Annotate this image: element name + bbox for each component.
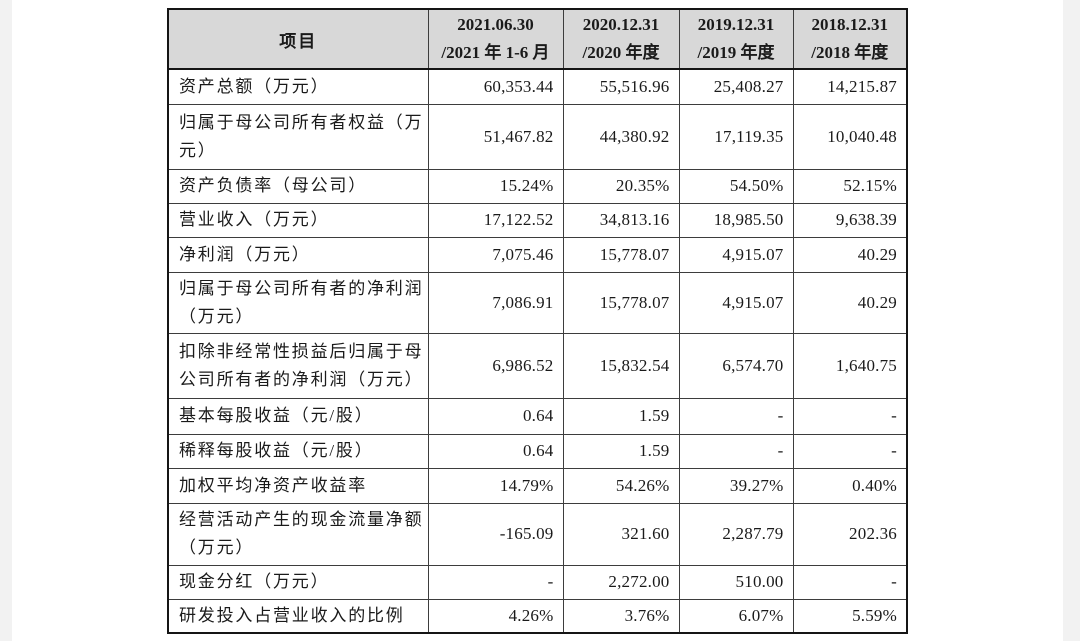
value-cell: 15,778.07 (562, 271, 680, 334)
period-date: 2018.12.31 (811, 15, 889, 34)
row-label-cell: 加权平均净资产收益率 (167, 467, 429, 504)
value-cell: 4,915.07 (678, 271, 794, 334)
row-label-cell: 研发投入占营业收入的比例 (167, 598, 429, 634)
value-cell: 44,380.92 (562, 103, 680, 170)
value-cell: 14,215.87 (792, 68, 908, 105)
value-cell: 7,086.91 (427, 271, 564, 334)
value-cell: 15.24% (427, 168, 564, 204)
value-cell: 25,408.27 (678, 68, 794, 105)
value-cell: 6,986.52 (427, 332, 564, 399)
value-cell: - (792, 433, 908, 469)
financial-summary-table: 项目 2021.06.30 /2021 年 1-6 月 2020.12.31 /… (167, 8, 908, 634)
period-range: /2019 年度 (697, 43, 775, 62)
value-cell: - (678, 433, 794, 469)
value-cell: 55,516.96 (562, 68, 680, 105)
value-cell: 10,040.48 (792, 103, 908, 170)
period-range: /2018 年度 (811, 43, 889, 62)
value-cell: 5.59% (792, 598, 908, 634)
table-row-revenue: 营业收入（万元） 17,122.52 34,813.16 18,985.50 9… (167, 202, 908, 238)
row-label-cell: 归属于母公司所有者权益（万元） (167, 103, 429, 170)
value-cell: 54.26% (562, 467, 680, 504)
value-cell: 2,287.79 (678, 502, 794, 566)
row-label-cell: 经营活动产生的现金流量净额（万元） (167, 502, 429, 566)
table-row-cash-dividend: 现金分红（万元） - 2,272.00 510.00 - (167, 564, 908, 600)
table-row-parent-equity: 归属于母公司所有者权益（万元） 51,467.82 44,380.92 17,1… (167, 103, 908, 170)
value-cell: 0.40% (792, 467, 908, 504)
value-cell: 39.27% (678, 467, 794, 504)
value-cell: 2,272.00 (562, 564, 680, 600)
row-label-cell: 营业收入（万元） (167, 202, 429, 238)
table-row-basic-eps: 基本每股收益（元/股） 0.64 1.59 - - (167, 397, 908, 435)
header-cell-period-2019: 2019.12.31 /2019 年度 (678, 8, 794, 70)
period-date: 2019.12.31 (697, 15, 775, 34)
value-cell: 17,122.52 (427, 202, 564, 238)
value-cell: 1.59 (562, 397, 680, 435)
table-row-parent-net-profit: 归属于母公司所有者的净利润（万元） 7,086.91 15,778.07 4,9… (167, 271, 908, 334)
row-label-cell: 稀释每股收益（元/股） (167, 433, 429, 469)
value-cell: 17,119.35 (678, 103, 794, 170)
table-row-rd-ratio: 研发投入占营业收入的比例 4.26% 3.76% 6.07% 5.59% (167, 598, 908, 634)
value-cell: -165.09 (427, 502, 564, 566)
period-date: 2020.12.31 (582, 15, 660, 34)
header-cell-period-2021: 2021.06.30 /2021 年 1-6 月 (427, 8, 564, 70)
table-row-net-profit: 净利润（万元） 7,075.46 15,778.07 4,915.07 40.2… (167, 236, 908, 273)
value-cell: 52.15% (792, 168, 908, 204)
value-cell: - (678, 397, 794, 435)
value-cell: 40.29 (792, 236, 908, 273)
period-range: /2021 年 1-6 月 (441, 43, 550, 62)
value-cell: 0.64 (427, 397, 564, 435)
value-cell: - (792, 564, 908, 600)
value-cell: 3.76% (562, 598, 680, 634)
row-label-cell: 基本每股收益（元/股） (167, 397, 429, 435)
table-row-diluted-eps: 稀释每股收益（元/股） 0.64 1.59 - - (167, 433, 908, 469)
value-cell: 20.35% (562, 168, 680, 204)
value-cell: 510.00 (678, 564, 794, 600)
table-row-deducted-net-profit: 扣除非经常性损益后归属于母公司所有者的净利润（万元） 6,986.52 15,8… (167, 332, 908, 399)
value-cell: 321.60 (562, 502, 680, 566)
value-cell: 4,915.07 (678, 236, 794, 273)
value-cell: 34,813.16 (562, 202, 680, 238)
row-label-cell: 资产总额（万元） (167, 68, 429, 105)
value-cell: 202.36 (792, 502, 908, 566)
table-row-operating-cash-flow: 经营活动产生的现金流量净额（万元） -165.09 321.60 2,287.7… (167, 502, 908, 566)
value-cell: 15,778.07 (562, 236, 680, 273)
value-cell: 40.29 (792, 271, 908, 334)
row-label-cell: 扣除非经常性损益后归属于母公司所有者的净利润（万元） (167, 332, 429, 399)
value-cell: 7,075.46 (427, 236, 564, 273)
value-cell: 15,832.54 (562, 332, 680, 399)
value-cell: 6.07% (678, 598, 794, 634)
value-cell: - (427, 564, 564, 600)
value-cell: 4.26% (427, 598, 564, 634)
row-label-cell: 归属于母公司所有者的净利润（万元） (167, 271, 429, 334)
value-cell: 0.64 (427, 433, 564, 469)
row-label-cell: 资产负债率（母公司） (167, 168, 429, 204)
value-cell: 54.50% (678, 168, 794, 204)
value-cell: 1,640.75 (792, 332, 908, 399)
value-cell: - (792, 397, 908, 435)
header-cell-period-2020: 2020.12.31 /2020 年度 (562, 8, 680, 70)
value-cell: 51,467.82 (427, 103, 564, 170)
value-cell: 14.79% (427, 467, 564, 504)
table-header-row: 项目 2021.06.30 /2021 年 1-6 月 2020.12.31 /… (167, 8, 908, 70)
document-panel: 项目 2021.06.30 /2021 年 1-6 月 2020.12.31 /… (12, 0, 1063, 641)
period-range: /2020 年度 (582, 43, 660, 62)
header-cell-item: 项目 (167, 8, 429, 70)
value-cell: 18,985.50 (678, 202, 794, 238)
value-cell: 1.59 (562, 433, 680, 469)
row-label-cell: 现金分红（万元） (167, 564, 429, 600)
table-row-total-assets: 资产总额（万元） 60,353.44 55,516.96 25,408.27 1… (167, 68, 908, 105)
row-label-cell: 净利润（万元） (167, 236, 429, 273)
header-cell-period-2018: 2018.12.31 /2018 年度 (792, 8, 908, 70)
value-cell: 6,574.70 (678, 332, 794, 399)
table-row-weighted-roe: 加权平均净资产收益率 14.79% 54.26% 39.27% 0.40% (167, 467, 908, 504)
value-cell: 60,353.44 (427, 68, 564, 105)
period-date: 2021.06.30 (457, 15, 534, 34)
table-row-debt-ratio: 资产负债率（母公司） 15.24% 20.35% 54.50% 52.15% (167, 168, 908, 204)
value-cell: 9,638.39 (792, 202, 908, 238)
